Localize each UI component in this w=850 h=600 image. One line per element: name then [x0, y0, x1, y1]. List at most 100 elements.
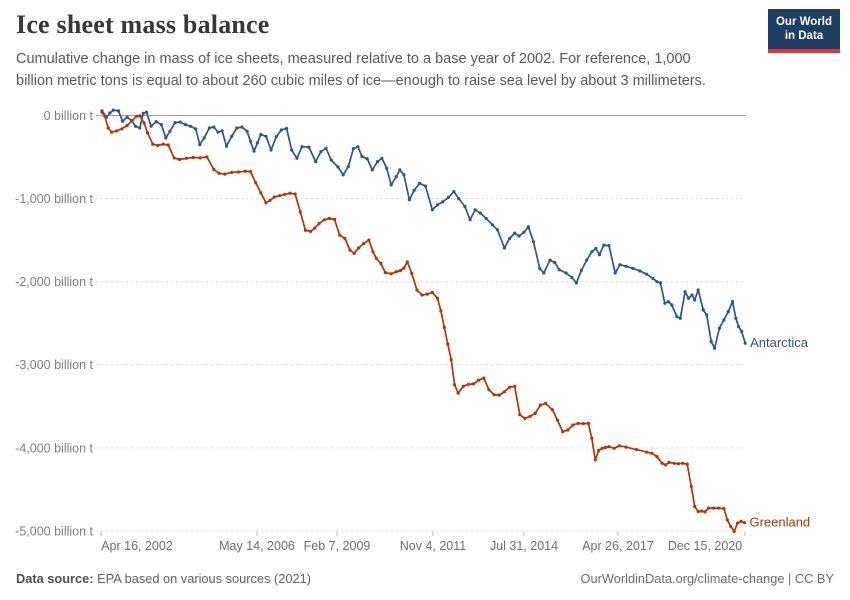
antarctica-point: [194, 127, 198, 131]
antarctica-point: [538, 266, 542, 270]
antarctica-point: [624, 264, 628, 268]
greenland-point: [352, 251, 356, 255]
greenland-point: [655, 455, 659, 459]
antarctica-point: [645, 272, 649, 276]
greenland-point: [430, 290, 434, 295]
antarctica-point: [121, 119, 125, 123]
greenland-point: [146, 131, 150, 135]
greenland-point: [453, 383, 457, 387]
antarctica-point: [690, 293, 694, 297]
greenland-line[interactable]: [101, 111, 746, 533]
greenland-point: [161, 142, 165, 146]
data-source-text: EPA based on various sources (2021): [97, 571, 311, 586]
x-axis-tick-label: Apr 26, 2017: [582, 539, 654, 553]
greenland-point: [732, 529, 736, 533]
greenland-point: [223, 172, 227, 176]
antarctica-point: [285, 126, 289, 130]
antarctica-point: [145, 110, 149, 114]
antarctica-point: [202, 136, 206, 140]
greenland-point: [130, 118, 134, 123]
greenland-point: [303, 228, 307, 232]
antarctica-point: [638, 269, 642, 273]
greenland-point: [103, 114, 107, 118]
greenland-point: [151, 142, 155, 146]
antarctica-point: [666, 300, 670, 304]
greenland-point: [650, 451, 654, 455]
greenland-point: [717, 506, 721, 510]
antarctica-line[interactable]: [101, 109, 747, 350]
greenland-point: [533, 411, 537, 415]
greenland-point: [402, 266, 406, 270]
greenland-point: [322, 218, 326, 222]
antarctica-point: [683, 290, 687, 294]
antarctica-point: [248, 139, 253, 143]
x-axis-tick-label: Feb 7, 2009: [304, 539, 371, 553]
antarctica-point: [468, 218, 472, 222]
antarctica-point: [398, 168, 402, 172]
owid-logo[interactable]: Our World in Data: [768, 9, 840, 53]
antarctica-point: [734, 316, 738, 320]
owid-logo-line2: in Data: [784, 30, 824, 42]
antarctica-point: [490, 223, 494, 227]
antarctica-point: [164, 136, 168, 140]
antarctica-point: [526, 225, 531, 229]
antarctica-point: [178, 120, 182, 124]
greenland-point: [561, 430, 565, 434]
greenland-point: [492, 393, 496, 397]
greenland-point: [696, 509, 700, 514]
antarctica-point: [168, 129, 172, 133]
y-axis-tick-label: -3,000 billion t: [15, 358, 93, 372]
greenland-point: [543, 401, 548, 405]
antarctica-point: [183, 123, 187, 127]
antarctica-point: [207, 126, 211, 130]
antarctica-point: [274, 135, 278, 139]
x-axis-tick-label: Apr 16, 2002: [101, 539, 173, 553]
greenland-point: [327, 216, 331, 221]
greenland-point: [550, 408, 555, 412]
greenland-point: [693, 504, 697, 509]
antarctica-point: [336, 165, 340, 169]
antarctica-point: [235, 126, 239, 130]
greenland-point: [410, 271, 414, 275]
greenland-point: [236, 170, 241, 174]
antarctica-point: [111, 108, 115, 112]
antarctica-point: [602, 243, 606, 247]
greenland-point: [604, 445, 608, 450]
greenland-point: [742, 521, 747, 525]
antarctica-point: [141, 111, 145, 115]
antarctica-point: [389, 183, 393, 187]
antarctica-point: [380, 156, 384, 160]
chart-footer: Data source: EPA based on various source…: [16, 571, 834, 586]
antarctica-point: [618, 263, 622, 267]
y-axis-tick-label: -1,000 billion t: [15, 192, 93, 206]
greenland-point: [497, 393, 501, 397]
antarctica-point: [385, 166, 389, 170]
chart-header: Ice sheet mass balance Cumulative change…: [16, 10, 736, 93]
greenland-point: [420, 293, 424, 297]
greenland-point: [362, 241, 366, 246]
owid-logo-line1: Our World: [775, 15, 832, 28]
greenland-point: [394, 270, 398, 274]
greenland-point: [487, 388, 491, 392]
owid-credit-link[interactable]: OurWorldinData.org/climate-change | CC B…: [580, 571, 834, 586]
greenland-point: [523, 416, 527, 420]
antarctica-point: [230, 134, 234, 138]
greenland-point: [278, 194, 282, 198]
greenland-point: [439, 309, 443, 313]
greenland-point: [198, 156, 202, 160]
antarctica-point: [557, 268, 561, 272]
greenland-point: [513, 384, 517, 388]
greenland-point: [576, 421, 580, 425]
antarctica-point: [446, 195, 451, 199]
antarctica-point: [631, 266, 635, 270]
greenland-point: [288, 191, 292, 195]
antarctica-point: [522, 230, 526, 234]
greenland-point: [405, 260, 409, 264]
greenland-point: [425, 292, 429, 296]
antarctica-point: [590, 250, 594, 254]
greenland-point: [435, 296, 440, 300]
greenland-point: [681, 461, 685, 465]
antarctica-point: [314, 160, 318, 164]
antarctica-point: [220, 129, 224, 133]
greenland-point: [348, 248, 352, 252]
